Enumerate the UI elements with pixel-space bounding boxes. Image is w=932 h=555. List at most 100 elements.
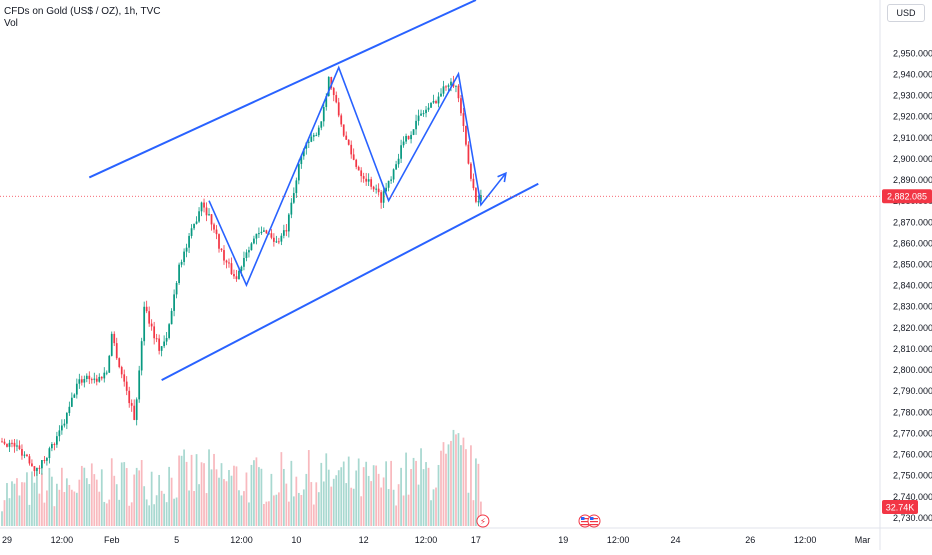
volume-bar <box>352 488 355 526</box>
price-tick-label: 2,910.000 <box>893 133 932 143</box>
volume-bar <box>178 455 180 526</box>
volume-bar <box>305 473 308 526</box>
candle-body <box>105 372 108 374</box>
volume-bar <box>417 484 420 526</box>
volume-bar <box>198 484 200 526</box>
candle-body <box>412 129 415 135</box>
candle-body <box>287 214 290 232</box>
price-tick-label: 2,800.000 <box>893 365 932 375</box>
candle-body <box>113 333 116 344</box>
volume-bar <box>158 474 161 526</box>
candle-body <box>300 156 303 165</box>
volume-bar <box>240 495 243 526</box>
candle-body <box>357 166 360 171</box>
price-tick-label: 2,780.000 <box>893 407 932 417</box>
candle-body <box>190 228 193 236</box>
lightning-glyph-icon: ⚡ <box>480 517 486 527</box>
volume-bar <box>133 474 136 526</box>
volume-bar <box>105 503 108 526</box>
volume-bar <box>31 471 33 526</box>
candle-body <box>21 448 23 456</box>
candle-body <box>465 125 467 145</box>
candle-body <box>445 86 447 88</box>
candle-body <box>98 376 101 382</box>
volume-bar <box>462 437 465 526</box>
time-tick-label: 12 <box>359 535 369 545</box>
price-tick-label: 2,750.000 <box>893 471 932 481</box>
volume-bar <box>75 492 78 526</box>
candle-body <box>462 113 465 126</box>
volume-bar <box>477 463 480 526</box>
volume-bar <box>110 458 113 526</box>
candle-body <box>410 134 412 140</box>
volume-bar <box>467 492 470 526</box>
volume-bar <box>168 466 170 526</box>
candle-body <box>148 311 151 324</box>
volume-bar <box>265 501 268 526</box>
pattern-drawing[interactable] <box>208 65 507 288</box>
lightning-event-icon[interactable] <box>476 514 490 528</box>
volume-bar <box>46 490 48 526</box>
candle-body <box>362 176 365 179</box>
candle-body <box>427 107 430 110</box>
volume-bar <box>337 470 340 526</box>
volume-bar <box>457 433 460 526</box>
candle-body <box>395 164 397 170</box>
candle-body <box>437 96 440 104</box>
candle-body <box>108 355 111 373</box>
volume-bar <box>370 481 373 526</box>
price-tick-label: 2,840.000 <box>893 281 932 291</box>
volume-bar <box>250 464 253 526</box>
volume-bar <box>238 490 240 526</box>
volume-bar <box>215 469 218 526</box>
volume-bar <box>450 440 452 526</box>
volume-bar <box>175 497 178 526</box>
volume-bar <box>208 449 210 526</box>
volume-bar <box>185 461 188 526</box>
volume-bar <box>432 489 435 526</box>
volume-bar <box>1 511 3 526</box>
candle-body <box>255 233 258 239</box>
volume-tag <box>882 500 918 514</box>
candle-body <box>290 202 293 215</box>
channel-lower-line[interactable] <box>161 182 539 382</box>
volume-bar <box>268 501 270 526</box>
candle-body <box>16 445 18 447</box>
candle-body <box>263 230 265 232</box>
candle-body <box>407 135 410 140</box>
candle-body <box>31 463 33 467</box>
volume-tag-label: 32.74K <box>886 503 915 513</box>
volume-bar <box>23 482 26 526</box>
volume-bar <box>33 482 36 526</box>
candle-body <box>51 444 53 449</box>
volume-bar <box>390 460 392 526</box>
candle-body <box>65 412 68 424</box>
candle-body <box>175 282 178 295</box>
volume-bar <box>452 429 455 526</box>
volume-bar <box>233 465 235 526</box>
volume-bar <box>16 478 18 526</box>
volume-bar <box>312 504 315 526</box>
candle-body <box>103 372 106 379</box>
volume-bar <box>73 491 76 526</box>
volume-bar <box>460 445 462 526</box>
volume-bar <box>193 490 195 526</box>
candle-body <box>417 115 420 121</box>
volume-bar <box>18 495 21 526</box>
currency-button[interactable]: USD <box>887 4 925 22</box>
candle-body <box>327 77 330 97</box>
price-tick-label: 2,900.000 <box>893 154 932 164</box>
candle-body <box>125 381 128 391</box>
symbol-title[interactable]: CFDs on Gold (US$ / OZ), 1h, TVC <box>4 6 161 17</box>
candle-body <box>365 178 368 182</box>
candle-body <box>480 195 482 202</box>
channel-upper-line[interactable] <box>88 0 477 179</box>
candle-body <box>213 224 215 230</box>
candle-body <box>23 454 26 456</box>
volume-bar <box>355 470 358 526</box>
candle-body <box>467 144 470 164</box>
candle-body <box>245 252 248 258</box>
candle-body <box>375 188 378 190</box>
